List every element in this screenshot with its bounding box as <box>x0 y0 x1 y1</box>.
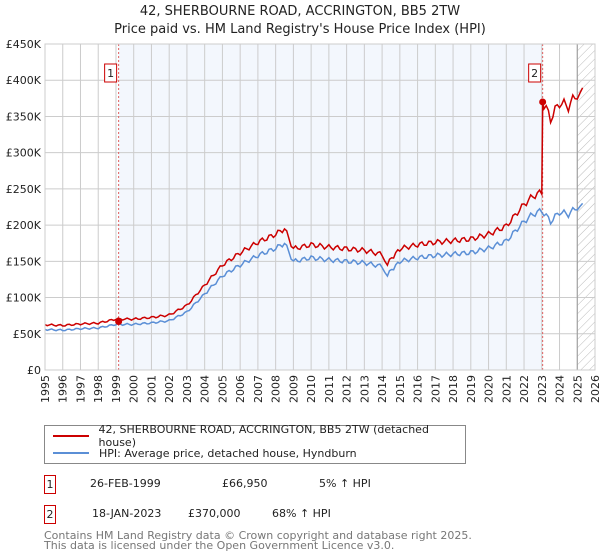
legend-label-property: 42, SHERBOURNE ROAD, ACCRINGTON, BB5 2TW… <box>98 423 429 449</box>
x-tick-label: 2010 <box>305 375 318 403</box>
x-tick-label: 2009 <box>287 375 300 403</box>
sale-marker-2: 2 <box>44 505 56 524</box>
sale-price: £370,000 <box>188 507 241 520</box>
sale-date: 26-FEB-1999 <box>90 477 161 490</box>
legend-label-hpi: HPI: Average price, detached house, Hynd… <box>99 446 357 460</box>
x-tick-label: 2000 <box>128 375 141 403</box>
x-tick-label: 2025 <box>571 375 584 403</box>
hpi-line <box>44 202 584 332</box>
x-tick-label: 1996 <box>57 375 70 403</box>
sale-hpi: 68% ↑ HPI <box>272 507 331 520</box>
chart-title: 42, SHERBOURNE ROAD, ACCRINGTON, BB5 2TW <box>139 4 461 19</box>
sale-label-box <box>104 63 118 83</box>
chart-subtitle: Price paid vs. HM Land Registry's House … <box>114 22 486 37</box>
legend-swatch-hpi <box>53 452 89 454</box>
y-tick-label: £0 <box>27 364 41 377</box>
footer-line-2: This data is licensed under the Open Gov… <box>44 539 395 552</box>
legend-swatch-property <box>53 435 89 437</box>
x-tick-label: 1999 <box>110 375 123 403</box>
y-tick-label: £200K <box>6 219 42 232</box>
sale-point <box>539 98 547 106</box>
ownership-shade <box>118 44 543 370</box>
sale-point <box>115 317 123 325</box>
x-tick-label: 1997 <box>74 375 87 403</box>
x-tick-label: 2019 <box>465 375 478 403</box>
x-tick-label: 2018 <box>447 375 460 403</box>
x-tick-label: 2026 <box>589 375 600 403</box>
y-tick-label: £350K <box>6 110 42 123</box>
x-tick-label: 1995 <box>39 375 52 403</box>
x-tick-label: 2003 <box>181 375 194 403</box>
y-tick-label: £100K <box>6 292 42 305</box>
sale-date: 18-JAN-2023 <box>92 507 162 520</box>
x-tick-label: 2021 <box>500 375 513 403</box>
x-tick-label: 2007 <box>252 375 265 403</box>
forecast-hatch <box>577 44 595 370</box>
x-tick-label: 2005 <box>216 375 229 403</box>
x-tick-label: 2014 <box>376 375 389 403</box>
y-tick-label: £50K <box>13 328 42 341</box>
x-tick-label: 2013 <box>358 375 371 403</box>
x-tick-label: 2017 <box>429 375 442 403</box>
footer-line-1: Contains HM Land Registry data © Crown c… <box>44 529 472 542</box>
x-tick-label: 2001 <box>145 375 158 403</box>
sale-marker-1: 1 <box>44 475 56 494</box>
y-tick-label: £250K <box>6 183 42 196</box>
y-tick-label: £400K <box>6 74 42 87</box>
sale-label: 2 <box>531 67 538 80</box>
x-tick-label: 2002 <box>163 375 176 403</box>
sale-price: £66,950 <box>222 477 268 490</box>
price-chart: 1995 1996 1997 1998 1999 2000 2001 2002 2003 2004… <box>6 38 600 403</box>
x-tick-label: 2024 <box>554 375 567 403</box>
sale-label: 1 <box>107 67 114 80</box>
sale-hpi: 5% ↑ HPI <box>319 477 371 490</box>
x-tick-label: 1998 <box>92 375 105 403</box>
y-tick-label: £300K <box>6 147 42 160</box>
x-tick-label: 2006 <box>234 375 247 403</box>
plot-frame <box>44 43 596 371</box>
x-tick-label: 2023 <box>536 375 549 403</box>
legend: 42, SHERBOURNE ROAD, ACCRINGTON, BB5 2TW… <box>44 423 466 464</box>
x-tick-label: 2012 <box>341 375 354 403</box>
y-tick-label: £450K <box>6 38 42 51</box>
y-tick-label: £150K <box>6 255 42 268</box>
x-tick-label: 2004 <box>199 375 212 403</box>
x-tick-label: 2015 <box>394 375 407 403</box>
x-tick-label: 2022 <box>518 375 531 403</box>
footer: Contains HM Land Registry data © Crown c… <box>44 529 472 552</box>
x-tick-label: 2020 <box>483 375 496 403</box>
x-tick-label: 2011 <box>323 375 336 403</box>
property-line <box>44 87 584 327</box>
x-tick-label: 2016 <box>412 375 425 403</box>
sale-label-box <box>528 63 542 83</box>
x-tick-label: 2008 <box>270 375 283 403</box>
